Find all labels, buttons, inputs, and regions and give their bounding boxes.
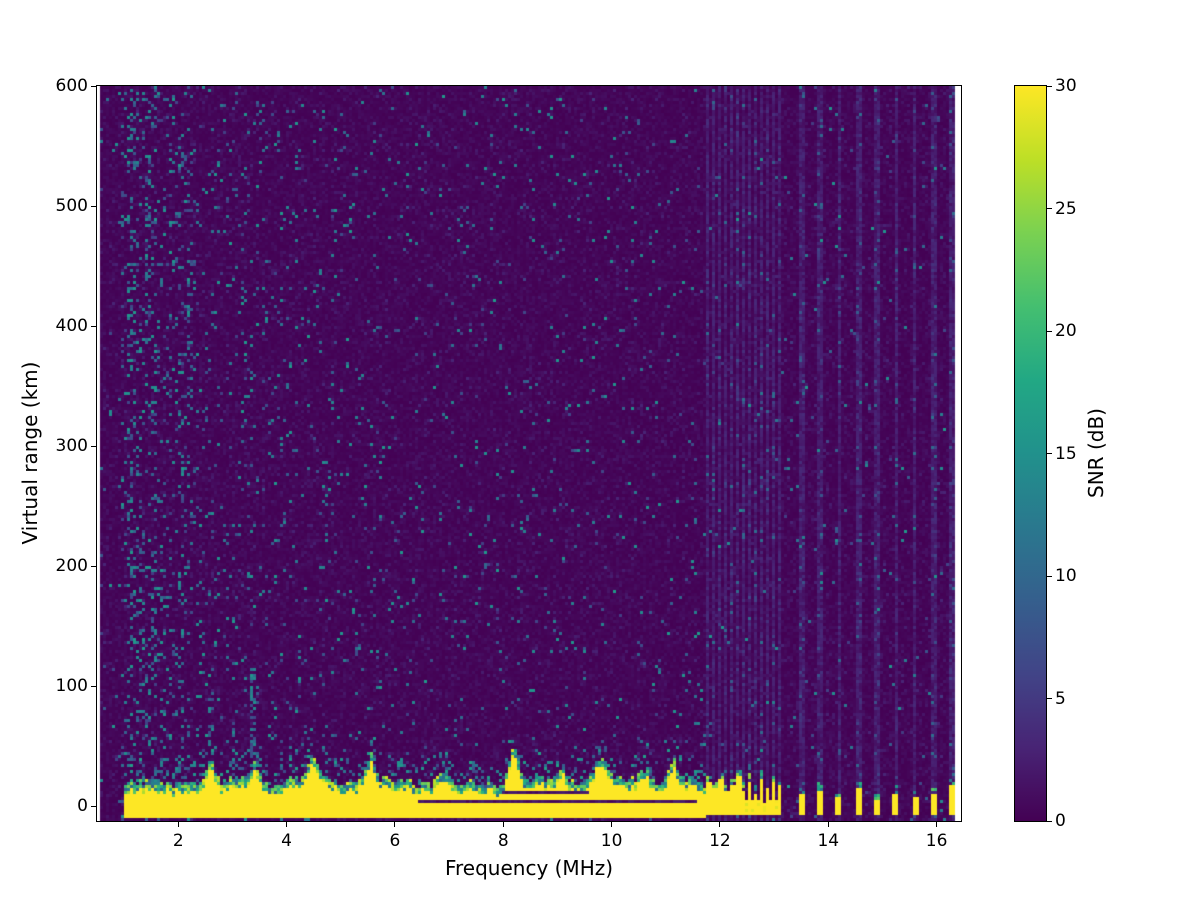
y-tick-label: 600 [55,76,88,96]
y-tick-mark [91,205,96,207]
y-tick-label: 400 [55,316,88,336]
x-tick-mark [286,822,288,827]
x-tick-label: 10 [600,831,623,851]
x-axis-label: Frequency (MHz) [444,856,614,880]
x-tick-mark [936,822,938,827]
x-tick-mark [394,822,396,827]
x-tick-mark [611,822,613,827]
x-tick-label: 14 [817,831,840,851]
y-tick-label: 200 [55,556,88,576]
colorbar-gradient [1014,85,1047,822]
y-tick-mark [91,85,96,87]
x-tick-mark [827,822,829,827]
y-tick-mark [91,685,96,687]
x-tick-mark [719,822,721,827]
colorbar-tick-mark [1047,208,1052,209]
colorbar-tick-label: 25 [1055,198,1077,219]
colorbar-tick-label: 20 [1055,321,1077,341]
y-tick-label: 300 [55,436,88,456]
x-tick-mark [502,822,504,827]
colorbar-tick-mark [1047,85,1052,87]
y-tick-label: 0 [77,796,88,816]
colorbar-tick-label: 15 [1055,443,1077,464]
colorbar-tick-mark [1047,698,1052,699]
colorbar-tick-mark [1047,575,1052,577]
x-tick-mark [177,822,179,827]
x-tick-label: 6 [389,831,401,851]
y-tick-mark [91,325,96,327]
colorbar-tick-mark [1047,453,1052,454]
x-tick-label: 2 [172,831,184,851]
colorbar-tick-label: 10 [1055,566,1077,586]
plot-area [96,85,962,822]
colorbar-tick-label: 0 [1055,811,1066,831]
y-tick-label: 500 [55,196,88,216]
y-tick-mark [91,565,96,567]
colorbar-tick-label: 5 [1055,688,1066,709]
x-tick-label: 12 [709,831,731,851]
x-tick-label: 4 [281,831,292,851]
y-tick-mark [91,805,96,807]
x-tick-label: 16 [925,831,948,851]
y-tick-label: 100 [55,676,88,696]
colorbar-tick-mark [1047,330,1052,332]
colorbar-tick-mark [1047,820,1052,822]
colorbar-tick-label: 30 [1055,76,1077,96]
x-tick-label: 8 [497,831,509,851]
y-tick-mark [91,445,96,447]
heatmap-canvas [97,86,961,821]
